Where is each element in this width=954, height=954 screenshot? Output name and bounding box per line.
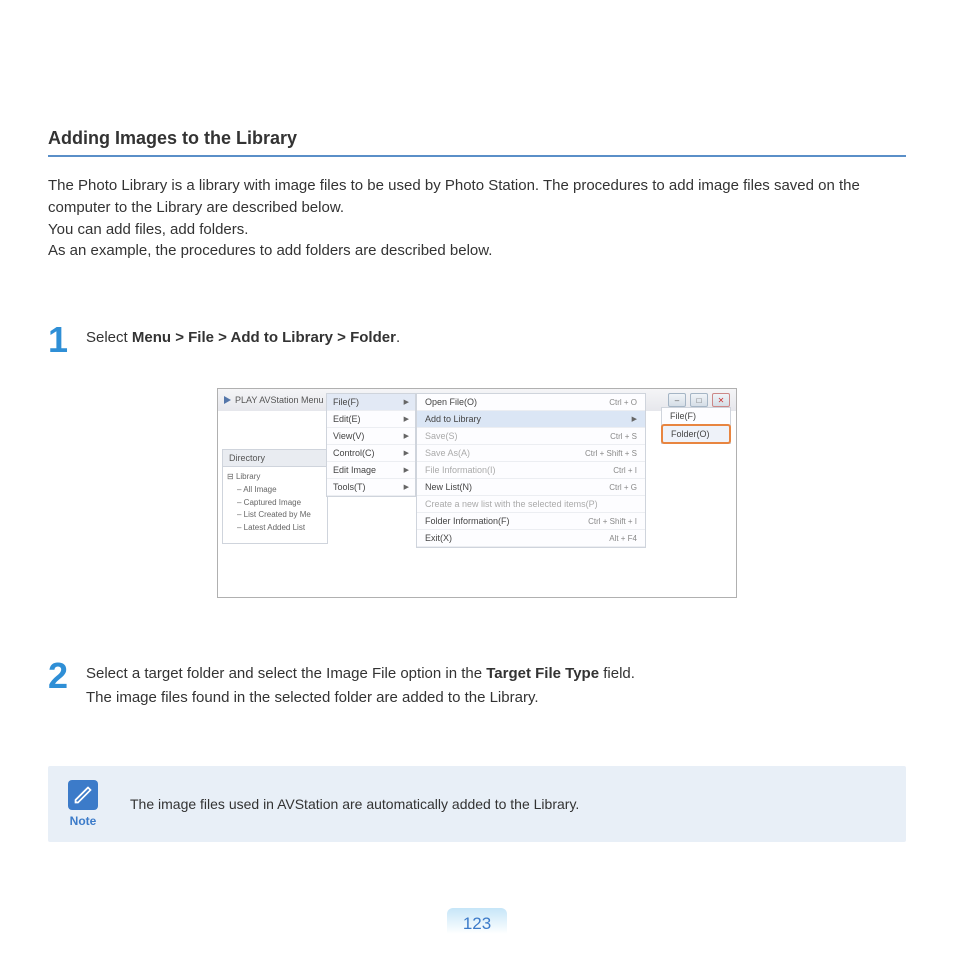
chevron-right-icon: ▶ — [404, 415, 409, 423]
note-text: The image files used in AVStation are au… — [130, 796, 579, 812]
step1-prefix: Select — [86, 329, 132, 346]
submenu-panel: Open File(O) Ctrl + O Add to Library ▶ Save(… — [416, 393, 646, 548]
submenu-item-label: Create a new list with the selected item… — [425, 499, 598, 509]
note-label: Note — [70, 814, 97, 828]
chevron-right-icon: ▶ — [404, 398, 409, 406]
play-icon — [224, 396, 231, 404]
menu-item-label: Edit(E) — [333, 414, 361, 424]
shortcut-text: Ctrl + O — [609, 398, 637, 407]
submenu-item-label: Exit(X) — [425, 533, 452, 543]
step1-suffix: . — [396, 329, 400, 346]
step-2-body: Select a target folder and select the Im… — [86, 658, 635, 710]
step-number-2: 2 — [48, 658, 74, 694]
step2-l1-bold: Target File Type — [486, 665, 599, 682]
flyout-panel: File(F)Folder(O) — [661, 407, 731, 444]
chevron-right-icon: ▶ — [404, 483, 409, 491]
menu-item-label: Control(C) — [333, 448, 375, 458]
tree-item[interactable]: – Latest Added List — [227, 522, 323, 535]
directory-panel: Directory ⊟ Library – All Image– Capture… — [222, 449, 328, 544]
step-2: 2 Select a target folder and select the … — [48, 658, 906, 710]
shortcut-text: Ctrl + Shift + S — [585, 449, 637, 458]
maximize-button[interactable]: □ — [690, 393, 708, 407]
step-1-body: Select Menu > File > Add to Library > Fo… — [86, 322, 400, 350]
intro-p3: As an example, the procedures to add fol… — [48, 240, 906, 262]
titlebar-text: PLAY AVStation Menu — [235, 395, 324, 405]
menu-item-label: View(V) — [333, 431, 364, 441]
note-icon-group: Note — [68, 780, 98, 828]
submenu-item: Save(S) Ctrl + S — [417, 428, 645, 445]
window-controls: – □ ✕ — [668, 393, 730, 407]
menu-item[interactable]: View(V) ▶ — [327, 428, 415, 445]
menu-item[interactable]: Tools(T) ▶ — [327, 479, 415, 496]
tree-item[interactable]: – List Created by Me — [227, 509, 323, 522]
step1-bold: Menu > File > Add to Library > Folder — [132, 329, 396, 346]
menu-item[interactable]: Control(C) ▶ — [327, 445, 415, 462]
menu-item[interactable]: File(F) ▶ — [327, 394, 415, 411]
flyout-item[interactable]: Folder(O) — [661, 424, 731, 444]
submenu-item-label: Open File(O) — [425, 397, 477, 407]
submenu-item[interactable]: Exit(X) Alt + F4 — [417, 530, 645, 547]
shortcut-text: Ctrl + G — [609, 483, 637, 492]
submenu-item[interactable]: Folder Information(F) Ctrl + Shift + I — [417, 513, 645, 530]
shortcut-text: Ctrl + I — [613, 466, 637, 475]
page-number: 123 — [447, 908, 507, 934]
screenshot-container: PLAY AVStation Menu – □ ✕ Directory ⊟ Li… — [48, 388, 906, 598]
flyout-item[interactable]: File(F) — [662, 408, 730, 425]
app-window: PLAY AVStation Menu – □ ✕ Directory ⊟ Li… — [217, 388, 737, 598]
page-number-wrap: 123 — [0, 908, 954, 934]
chevron-right-icon: ▶ — [404, 432, 409, 440]
menu-item-label: Edit Image — [333, 465, 376, 475]
step2-l1-post: field. — [599, 665, 635, 682]
step-1: 1 Select Menu > File > Add to Library > … — [48, 322, 906, 358]
close-button[interactable]: ✕ — [712, 393, 730, 407]
section-title: Adding Images to the Library — [48, 128, 906, 157]
submenu-item-label: New List(N) — [425, 482, 472, 492]
menu-panel: File(F)▶Edit(E)▶View(V)▶Control(C)▶Edit … — [326, 393, 416, 497]
submenu-item-label: Folder Information(F) — [425, 516, 510, 526]
submenu-item-label: Save As(A) — [425, 448, 470, 458]
step2-l1-pre: Select a target folder and select the Im… — [86, 665, 486, 682]
shortcut-text: Ctrl + S — [610, 432, 637, 441]
tree-item[interactable]: – All Image — [227, 484, 323, 497]
shortcut-text: Alt + F4 — [609, 534, 637, 543]
tree-root[interactable]: ⊟ Library — [227, 471, 323, 484]
step-number-1: 1 — [48, 322, 74, 358]
submenu-item[interactable]: Add to Library ▶ — [417, 411, 645, 428]
menu-item[interactable]: Edit(E) ▶ — [327, 411, 415, 428]
step2-l2: The image files found in the selected fo… — [86, 686, 635, 710]
intro-text: The Photo Library is a library with imag… — [48, 175, 906, 262]
shortcut-text: Ctrl + Shift + I — [588, 517, 637, 526]
chevron-right-icon: ▶ — [404, 449, 409, 457]
tree-list: ⊟ Library – All Image– Captured Image– L… — [222, 467, 328, 544]
intro-p2: You can add files, add folders. — [48, 219, 906, 241]
submenu-item-label: Save(S) — [425, 431, 458, 441]
submenu-item[interactable]: Open File(O) Ctrl + O — [417, 394, 645, 411]
minimize-button[interactable]: – — [668, 393, 686, 407]
submenu-item: File Information(I) Ctrl + I — [417, 462, 645, 479]
menu-item[interactable]: Edit Image ▶ — [327, 462, 415, 479]
note-icon — [68, 780, 98, 810]
directory-header: Directory — [222, 449, 328, 467]
tree-item[interactable]: – Captured Image — [227, 497, 323, 510]
chevron-right-icon: ▶ — [632, 415, 637, 423]
submenu-item-label: Add to Library — [425, 414, 481, 424]
submenu-item-label: File Information(I) — [425, 465, 496, 475]
menu-item-label: File(F) — [333, 397, 359, 407]
intro-p1: The Photo Library is a library with imag… — [48, 175, 906, 219]
submenu-item: Save As(A) Ctrl + Shift + S — [417, 445, 645, 462]
submenu-item: Create a new list with the selected item… — [417, 496, 645, 513]
submenu-item[interactable]: New List(N) Ctrl + G — [417, 479, 645, 496]
note-block: Note The image files used in AVStation a… — [48, 766, 906, 842]
menu-item-label: Tools(T) — [333, 482, 366, 492]
chevron-right-icon: ▶ — [404, 466, 409, 474]
